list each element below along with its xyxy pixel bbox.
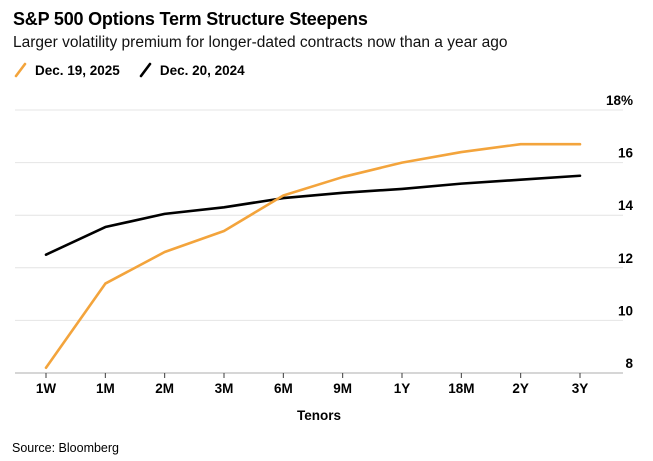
x-tick-label: 2M: [155, 381, 174, 396]
x-tick-label: 3M: [215, 381, 234, 396]
chart-legend: Dec. 19, 2025 Dec. 20, 2024: [13, 62, 245, 78]
y-tick-label: 12: [618, 251, 633, 266]
x-tick-label: 1W: [36, 381, 57, 396]
page-subtitle: Larger volatility premium for longer-dat…: [13, 34, 508, 51]
x-tick-label: 9M: [333, 381, 352, 396]
x-tick-label: 1M: [96, 381, 115, 396]
x-tick-label: 2Y: [512, 381, 529, 396]
term-structure-line-chart: 8 10 12 14 16 18% 1W 1M 2M 3M 6M 9M 1Y 18M 2Y 3Y: [15, 93, 634, 396]
y-tick-label: 18%: [606, 93, 633, 108]
y-tick-label: 8: [625, 356, 633, 371]
x-tick-label: 3Y: [572, 381, 589, 396]
x-tick-label: 18M: [448, 381, 474, 396]
x-tick-label: 6M: [274, 381, 293, 396]
legend-label: Dec. 20, 2024: [159, 62, 245, 78]
slash-marker-icon: [14, 62, 27, 78]
legend-item-dec-20-2024: Dec. 20, 2024: [138, 62, 245, 78]
legend-item-dec-19-2025: Dec. 19, 2025: [13, 62, 120, 78]
x-axis-title: Tenors: [296, 408, 341, 423]
x-tick-label: 1Y: [394, 381, 411, 396]
series-line-0: [44, 142, 582, 370]
series-line-1: [44, 174, 582, 256]
legend-label: Dec. 19, 2025: [35, 62, 120, 78]
y-tick-label: 10: [618, 303, 633, 318]
slash-marker-icon: [139, 62, 152, 78]
y-tick-label: 16: [618, 146, 634, 161]
chart-area: 8 10 12 14 16 18% 1W 1M 2M 3M 6M 9M 1Y 18M 2Y 3Y: [0, 90, 653, 410]
page-title: S&P 500 Options Term Structure Steepens: [13, 9, 368, 29]
y-tick-label: 14: [618, 198, 634, 213]
source-attribution: Source: Bloomberg: [12, 441, 120, 455]
